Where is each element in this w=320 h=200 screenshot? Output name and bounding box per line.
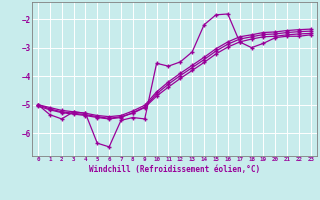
X-axis label: Windchill (Refroidissement éolien,°C): Windchill (Refroidissement éolien,°C) [89, 165, 260, 174]
